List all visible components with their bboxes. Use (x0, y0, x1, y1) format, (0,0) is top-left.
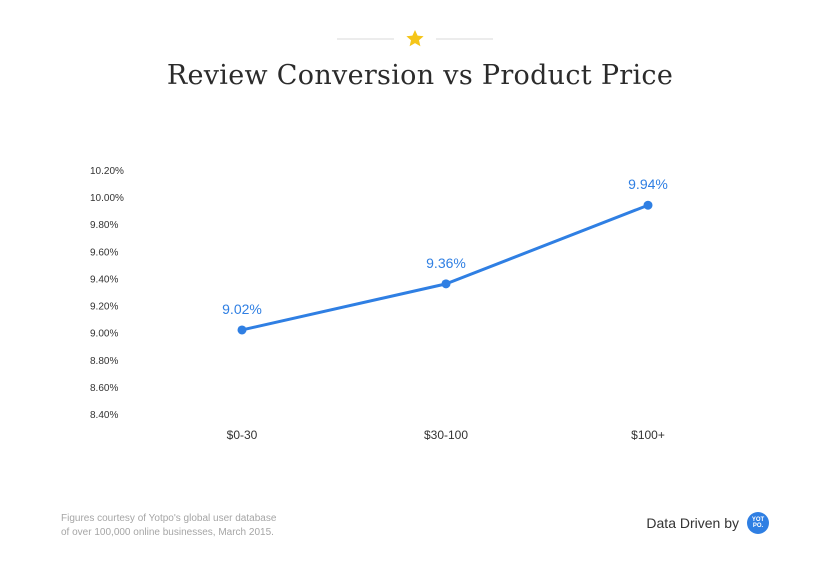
footnote-line-2: of over 100,000 online businesses, March… (61, 527, 274, 538)
y-tick-label: 8.60% (90, 383, 118, 394)
x-tick-label: $0-30 (227, 428, 258, 442)
data-point (643, 200, 653, 210)
data-label: 9.36% (426, 255, 466, 271)
yotpo-logo-icon: YOT PO. (747, 512, 769, 534)
y-tick-label: 9.60% (90, 247, 118, 258)
y-tick-label: 9.20% (90, 302, 118, 313)
footnote-line-1: Figures courtesy of Yotpo's global user … (61, 513, 277, 524)
y-tick-label: 8.80% (90, 356, 118, 367)
x-tick-label: $100+ (631, 428, 665, 442)
data-label: 9.94% (628, 176, 668, 192)
brand-text: Data Driven by (646, 515, 739, 531)
y-tick-label: 10.20% (90, 166, 124, 177)
line-chart: 10.20% 10.00% 9.80% 9.60% 9.40% 9.20% 9.00% 8.8… (90, 166, 668, 442)
y-tick-label: 10.00% (90, 193, 124, 204)
y-tick-label: 9.80% (90, 220, 118, 231)
data-point (441, 279, 451, 289)
data-point (237, 325, 247, 335)
star-icon (406, 30, 424, 47)
x-tick-label: $30-100 (424, 428, 468, 442)
title-ornament (337, 30, 493, 47)
y-tick-label: 9.00% (90, 329, 118, 340)
chart-title: Review Conversion vs Product Price (166, 60, 674, 91)
brand-credit: Data Driven by YOT PO. (646, 510, 769, 536)
data-label: 9.02% (222, 301, 262, 317)
y-tick-label: 9.40% (90, 274, 118, 285)
source-footnote: Figures courtesy of Yotpo's global user … (61, 512, 321, 540)
y-tick-label: 8.40% (90, 410, 118, 421)
